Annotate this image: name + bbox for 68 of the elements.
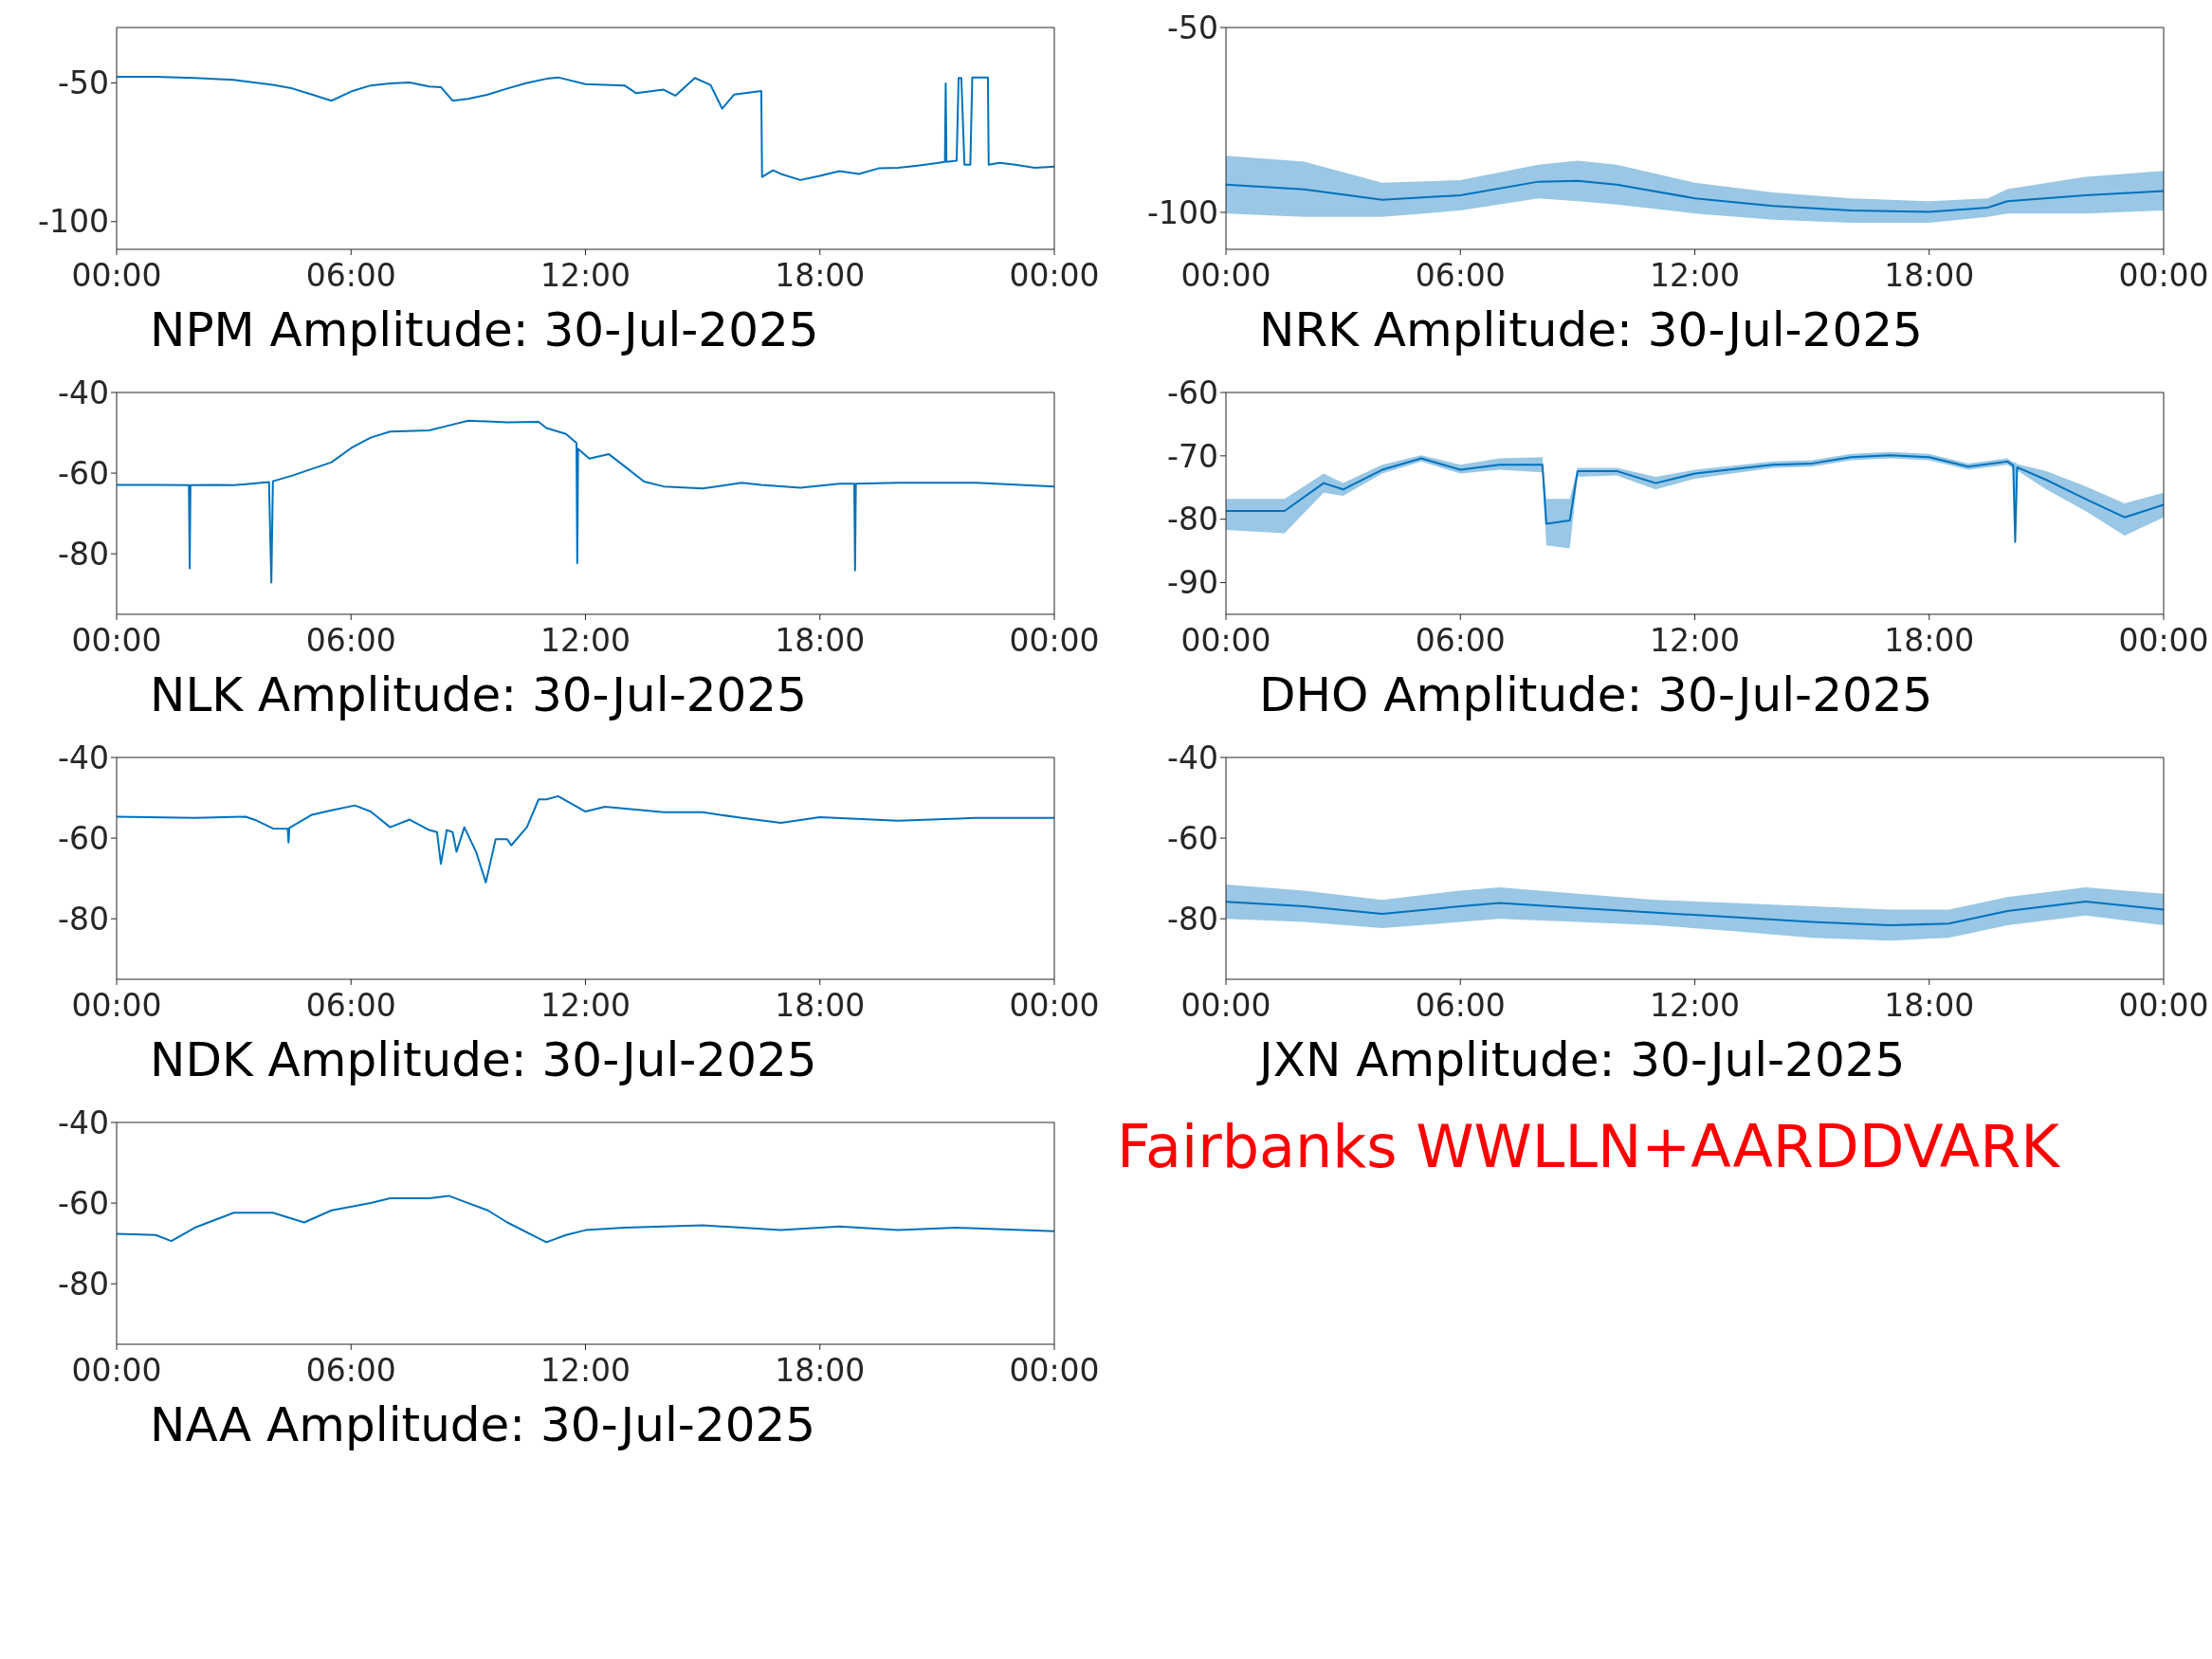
x-tick-label: 12:00 [1649,987,1741,1025]
x-tick-label: 06:00 [305,1352,396,1390]
line-series [117,794,1054,884]
y-tick-label: -60 [58,1184,109,1222]
x-tick-label: 00:00 [71,622,162,660]
x-tick-label: 18:00 [775,987,866,1025]
text: NAA Amplitude: 30-Jul-2025 [150,1396,817,1453]
x-tick-label: 18:00 [775,622,866,660]
text: NPM Amplitude: 30-Jul-2025 [150,301,820,358]
x-tick-label: 06:00 [305,987,396,1025]
line-series [1226,900,2164,926]
y-tick-label: -90 [1167,564,1218,602]
line-series [117,419,1054,584]
x-tick-label: 18:00 [775,1352,866,1390]
y-tick-label: -80 [1167,501,1218,538]
y-tick-label: -40 [58,738,109,776]
x-tick-label: 00:00 [2118,622,2209,660]
text: DHO Amplitude: 30-Jul-2025 [1259,666,1934,723]
x-tick-label: 06:00 [305,622,396,660]
line-series [117,76,1054,181]
y-tick-label: -80 [1167,900,1218,938]
y-tick-label: -50 [1167,9,1218,46]
y-tick-label: -100 [1147,193,1218,231]
x-tick-label: 00:00 [1009,622,1100,660]
y-tick-label: -40 [1167,738,1218,776]
x-tick-label: 06:00 [305,257,396,295]
y-tick-label: -60 [1167,374,1218,411]
line-series [117,1194,1054,1244]
y-tick-label: -50 [58,64,109,102]
x-tick-label: 18:00 [1884,257,1975,295]
x-tick-label: 00:00 [71,1352,162,1390]
x-tick-label: 00:00 [2118,987,2209,1025]
text: NRK Amplitude: 30-Jul-2025 [1259,301,1924,358]
x-tick-label: 00:00 [1009,987,1100,1025]
text: NDK Amplitude: 30-Jul-2025 [150,1031,818,1088]
y-tick-label: -60 [1167,819,1218,857]
x-tick-label: 12:00 [1649,622,1741,660]
x-tick-label: 12:00 [539,622,631,660]
y-tick-label: -80 [58,1265,109,1303]
y-tick-label: -60 [58,454,109,492]
y-tick-label: -40 [58,1103,109,1141]
y-tick-label: -80 [58,535,109,573]
x-tick-label: 00:00 [1180,257,1271,295]
y-tick-label: -40 [58,374,109,411]
x-tick-label: 00:00 [1009,257,1100,295]
x-tick-label: 12:00 [1649,257,1741,295]
x-tick-label: 06:00 [1415,622,1506,660]
x-tick-label: 12:00 [539,1352,631,1390]
y-tick-label: -80 [58,900,109,938]
y-tick-label: -70 [1167,437,1218,475]
x-tick-label: 00:00 [71,257,162,295]
x-tick-label: 00:00 [2118,257,2209,295]
x-tick-label: 18:00 [1884,622,1975,660]
x-tick-label: 06:00 [1415,987,1506,1025]
x-tick-label: 00:00 [1009,1352,1100,1390]
x-tick-label: 18:00 [775,257,866,295]
x-tick-label: 06:00 [1415,257,1506,295]
x-tick-label: 12:00 [539,257,631,295]
x-tick-label: 12:00 [539,987,631,1025]
y-tick-label: -60 [58,819,109,857]
text: NLK Amplitude: 30-Jul-2025 [150,666,808,723]
x-tick-label: 00:00 [71,987,162,1025]
text: Fairbanks WWLLN+AARDDVARK [1117,1112,2061,1181]
x-tick-label: 00:00 [1180,622,1271,660]
y-tick-label: -100 [38,203,109,241]
x-tick-label: 00:00 [1180,987,1271,1025]
line-series [1226,179,2164,213]
x-tick-label: 18:00 [1884,987,1975,1025]
